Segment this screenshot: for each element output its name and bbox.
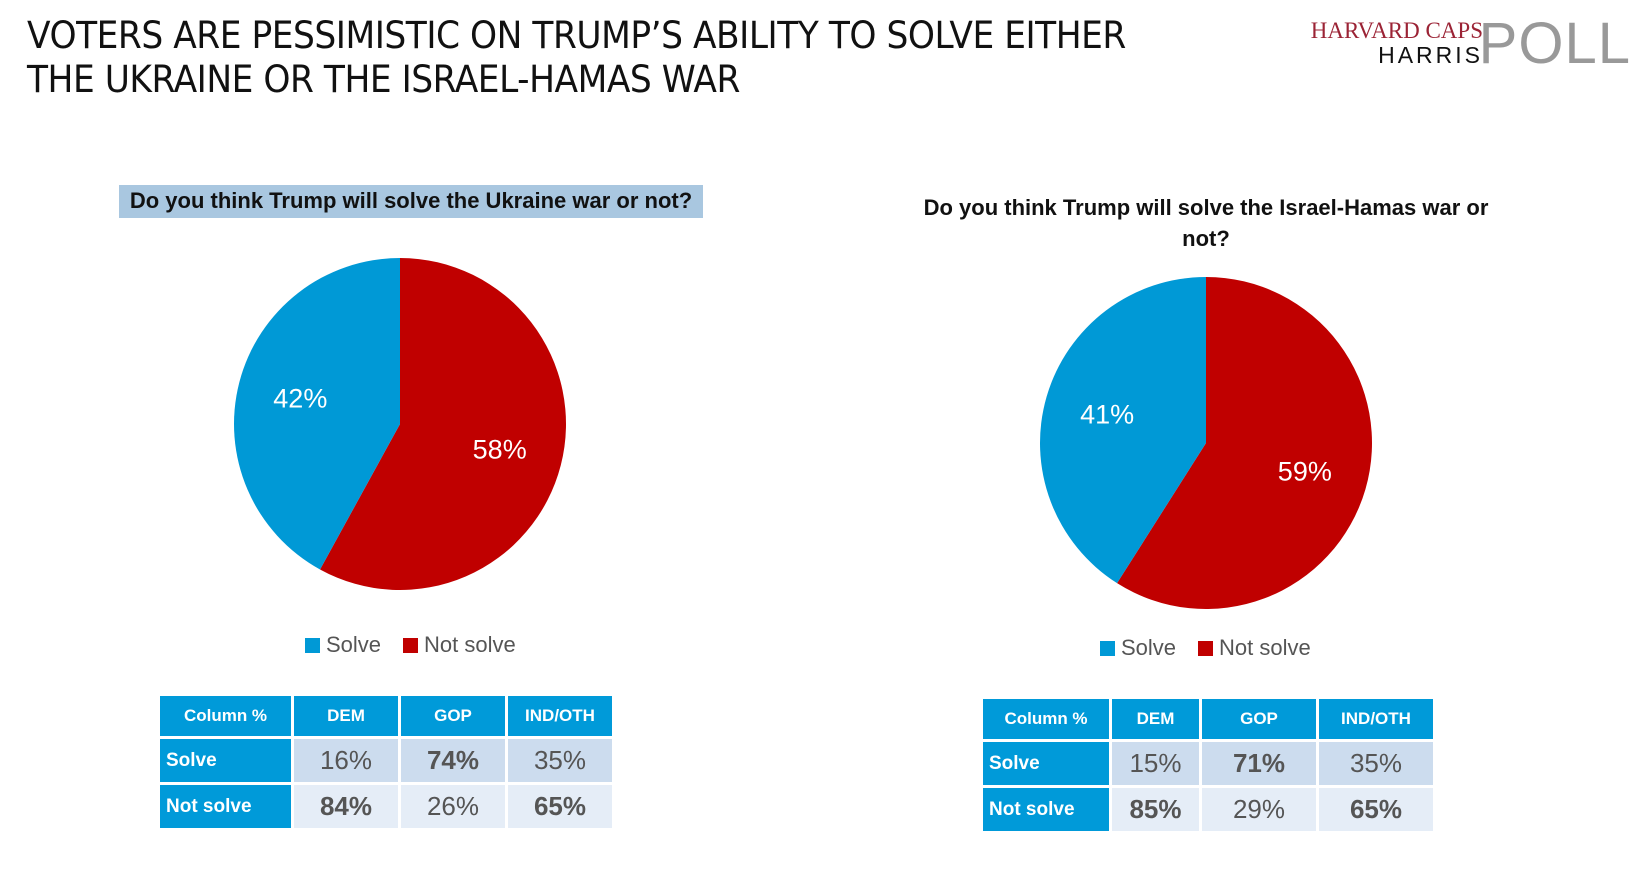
table-cell: 35%	[508, 739, 612, 782]
pie-data-label: 41%	[1080, 399, 1134, 429]
legend-not-solve: Not solve	[1198, 635, 1311, 661]
title-line-2: THE UKRAINE OR THE ISRAEL-HAMAS WAR	[27, 58, 740, 101]
table-cell: 26%	[401, 785, 505, 828]
logo-line-3: POLL	[1478, 11, 1631, 76]
legend-not-solve: Not solve	[403, 632, 516, 658]
table-cell: 15%	[1112, 742, 1199, 785]
column-header: GOP	[401, 696, 505, 736]
pie-slice-solve	[234, 258, 400, 570]
column-header: IND/OTH	[508, 696, 612, 736]
logo-line-1: HARVARD CAPS	[1310, 18, 1483, 43]
legend-label: Not solve	[1219, 635, 1311, 660]
ukraine-question: Do you think Trump will solve the Ukrain…	[119, 185, 703, 218]
israel-question: Do you think Trump will solve the Israel…	[923, 195, 1489, 251]
table-row: Not solve 85% 29% 65%	[983, 788, 1433, 831]
legend-swatch-solve	[305, 637, 320, 653]
pie-data-label: 59%	[1278, 457, 1332, 487]
logo-line-2: HARRIS	[1378, 42, 1483, 68]
legend-label: Solve	[326, 632, 382, 657]
israel-party-table: Column % DEM GOP IND/OTH Solve 15% 71% 35% Not s…	[980, 696, 1436, 834]
table-cell: 65%	[508, 785, 612, 828]
table-cell: 74%	[401, 739, 505, 782]
harvard-caps-harris-poll-logo: HARVARD CAPS HARRIS POLL	[1291, 11, 1631, 76]
legend-label: Not solve	[424, 632, 516, 657]
pie-data-label: 42%	[273, 383, 327, 413]
row-label: Not solve	[160, 785, 291, 828]
pie-data-label: 58%	[473, 435, 527, 465]
table-row: Solve 16% 74% 35%	[160, 739, 612, 782]
column-header: DEM	[294, 696, 398, 736]
legend-swatch-solve	[1100, 640, 1115, 656]
ukraine-party-table: Column % DEM GOP IND/OTH Solve 16% 74% 35% Not s…	[157, 693, 615, 831]
column-header: Column %	[983, 699, 1109, 739]
row-label: Solve	[160, 739, 291, 782]
legend-swatch-not-solve	[1198, 640, 1214, 656]
legend-swatch-not-solve	[403, 637, 419, 653]
slide-title: VOTERS ARE PESSIMISTIC ON TRUMP’S ABILIT…	[27, 14, 1126, 102]
column-header: DEM	[1112, 699, 1199, 739]
table-cell: 16%	[294, 739, 398, 782]
table-cell: 85%	[1112, 788, 1199, 831]
ukraine-legend: Solve Not solve	[305, 632, 516, 658]
table-row: Solve 15% 71% 35%	[983, 742, 1433, 785]
pie-slice-not-solve	[320, 258, 567, 591]
table-cell: 29%	[1202, 788, 1316, 831]
legend-label: Solve	[1121, 635, 1177, 660]
legend-solve: Solve	[305, 632, 381, 658]
table-header-row: Column % DEM GOP IND/OTH	[160, 696, 612, 736]
table-cell: 65%	[1319, 788, 1433, 831]
israel-legend: Solve Not solve	[1100, 635, 1311, 661]
legend-solve: Solve	[1100, 635, 1176, 661]
table-row: Not solve 84% 26% 65%	[160, 785, 612, 828]
row-label: Not solve	[983, 788, 1109, 831]
table-header-row: Column % DEM GOP IND/OTH	[983, 699, 1433, 739]
column-header: GOP	[1202, 699, 1316, 739]
table-cell: 84%	[294, 785, 398, 828]
pie-slice-not-solve	[1117, 277, 1372, 609]
column-header: Column %	[160, 696, 291, 736]
table-cell: 71%	[1202, 742, 1316, 785]
row-label: Solve	[983, 742, 1109, 785]
column-header: IND/OTH	[1319, 699, 1433, 739]
pie-slice-solve	[1039, 277, 1206, 584]
title-line-1: VOTERS ARE PESSIMISTIC ON TRUMP’S ABILIT…	[27, 14, 1126, 57]
table-cell: 35%	[1319, 742, 1433, 785]
